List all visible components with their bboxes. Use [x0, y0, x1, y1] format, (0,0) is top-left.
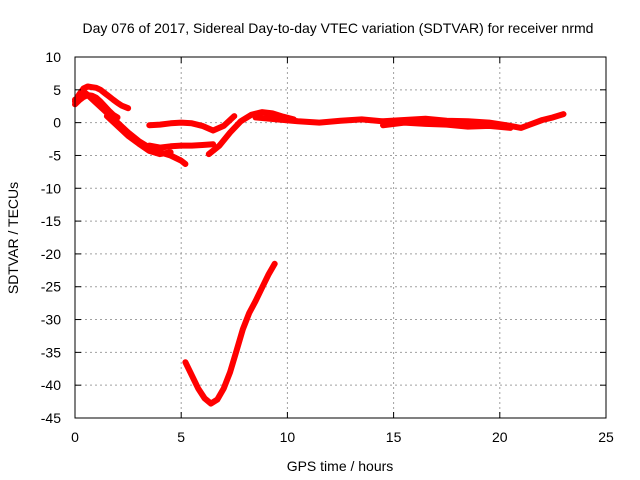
series-deep-v-arc: [182, 260, 278, 407]
x-tick-label: 20: [492, 429, 508, 445]
y-tick-label: -25: [41, 279, 61, 295]
y-tick-label: 0: [53, 115, 61, 131]
series-lower-band-arc: [380, 119, 514, 131]
x-tick-label: 25: [598, 429, 614, 445]
series-early-high-arcs: [72, 83, 132, 112]
series-rising-arc-to-main: [205, 109, 297, 158]
y-tick-label: -20: [41, 246, 61, 262]
x-tick-label: 10: [280, 429, 296, 445]
x-tick-label: 15: [386, 429, 402, 445]
plot-frame: [74, 56, 607, 419]
series-flat-arc-3-to-6h: [146, 141, 217, 151]
series-dip-arc-to-4h: [103, 113, 174, 158]
data-series: [72, 83, 567, 407]
chart-title: Day 076 of 2017, Sidereal Day-to-day VTE…: [83, 20, 594, 36]
x-axis-label: GPS time / hours: [287, 458, 394, 474]
y-tick-label: -10: [41, 180, 61, 196]
x-tick-label: 5: [177, 429, 185, 445]
y-tick-label: 5: [53, 82, 61, 98]
y-tick-label: -35: [41, 344, 61, 360]
x-tick-label: 0: [71, 429, 79, 445]
y-tick-label: -15: [41, 213, 61, 229]
series-small-bump-arc: [146, 113, 238, 134]
series-main-flat-arc: [252, 111, 567, 131]
y-tick-label: -45: [41, 410, 61, 426]
axis-ticks: 0 5 10 15 20 25 10 5 0 -5 -10 -15 -20 -25 -30 -35 -40 -45: [41, 49, 614, 445]
y-tick-label: -5: [49, 147, 62, 163]
y-tick-label: 10: [45, 49, 61, 65]
y-tick-label: -40: [41, 377, 61, 393]
y-axis-label: SDTVAR / TECUs: [5, 182, 21, 294]
y-tick-label: -30: [41, 312, 61, 328]
